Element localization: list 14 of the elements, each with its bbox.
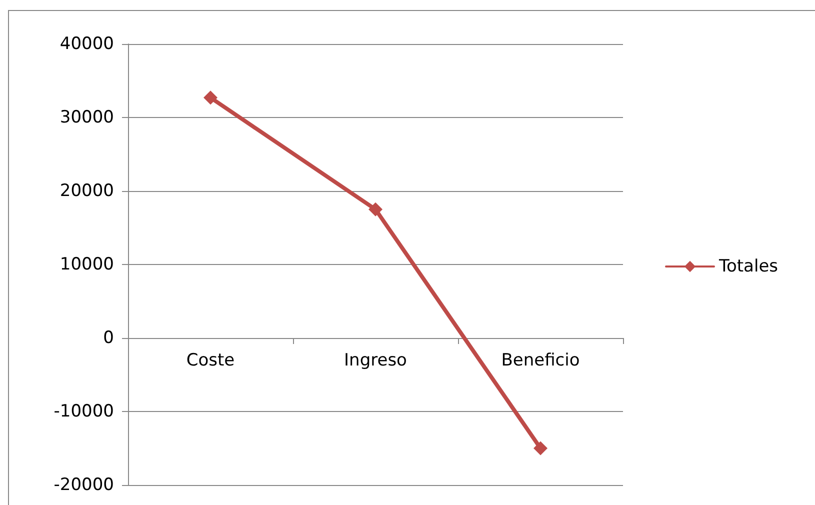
point bbox=[368, 202, 382, 216]
y-tick-label: 0 bbox=[103, 328, 114, 348]
y-tick-label: 40000 bbox=[60, 34, 114, 54]
x-tick-label: Beneficio bbox=[501, 350, 580, 370]
x-tick-label: Ingreso bbox=[344, 350, 407, 370]
point bbox=[204, 90, 218, 105]
y-tick-label: -20000 bbox=[54, 475, 114, 495]
y-tick-label: -10000 bbox=[54, 402, 114, 422]
point bbox=[534, 441, 548, 456]
y-tick-label: 10000 bbox=[60, 254, 114, 274]
x-tick-label: Coste bbox=[186, 350, 235, 370]
y-tick-label: 30000 bbox=[60, 108, 114, 128]
legend-label: Totales bbox=[718, 256, 778, 276]
y-tick-label: 20000 bbox=[60, 181, 114, 201]
